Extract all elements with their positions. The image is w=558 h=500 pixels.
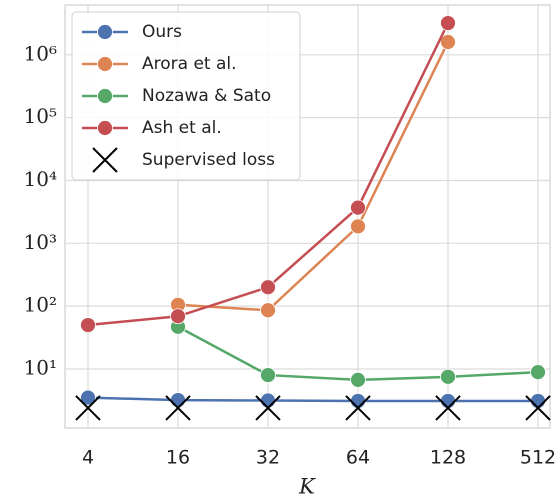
point <box>260 279 276 296</box>
x-marker <box>92 147 118 173</box>
y-tick-label: 10² <box>24 293 57 317</box>
x-marker <box>345 395 371 421</box>
y-tick-label: 10⁶ <box>24 41 57 65</box>
x-marker-stroke <box>255 395 281 421</box>
legend-label: Nozawa & Sato <box>142 86 271 106</box>
x-tick-label: 512 <box>520 447 556 469</box>
point <box>170 308 186 325</box>
point <box>97 120 113 136</box>
point <box>97 88 113 104</box>
x-marker-stroke <box>525 395 551 421</box>
legend-label: Arora et al. <box>142 54 237 74</box>
x-tick-label: 64 <box>346 447 370 469</box>
series-line <box>177 41 450 312</box>
x-marker <box>435 395 461 421</box>
point <box>97 24 113 40</box>
x-marker <box>75 395 101 421</box>
y-tick-label: 10⁴ <box>24 167 57 191</box>
x-tick-label: 4 <box>82 447 94 469</box>
legend: Ours Arora et al. Nozawa & Sato Ash et al. S… <box>71 11 301 181</box>
y-tick-label: 10³ <box>24 230 57 254</box>
x-marker <box>255 395 281 421</box>
point <box>350 372 366 388</box>
x-tick-label: 128 <box>430 447 466 469</box>
point <box>260 302 276 319</box>
point <box>80 389 96 406</box>
point <box>440 15 456 31</box>
y-tick-label: 10¹ <box>24 355 57 379</box>
x-marker <box>525 395 551 421</box>
point <box>530 364 546 381</box>
legend-label: Ash et al. <box>142 118 222 138</box>
x-marker <box>165 395 191 421</box>
legend-label: Supervised loss <box>142 150 275 170</box>
x-marker-stroke <box>165 395 191 421</box>
point <box>440 368 456 385</box>
point <box>97 56 113 72</box>
point <box>350 393 366 409</box>
point <box>260 367 276 383</box>
point <box>440 393 456 409</box>
x-tick-label: 32 <box>256 447 280 469</box>
x-marker-stroke <box>435 395 461 421</box>
point <box>260 392 276 409</box>
point <box>170 392 186 408</box>
legend-label: Ours <box>142 22 182 42</box>
point <box>350 199 366 216</box>
point <box>350 218 366 235</box>
legend-box <box>71 11 301 181</box>
point <box>440 34 456 50</box>
y-tick-label: 10⁵ <box>24 104 57 128</box>
point <box>80 317 96 333</box>
x-marker-stroke <box>75 395 101 421</box>
x-marker-stroke <box>345 395 371 421</box>
x-tick-label: 16 <box>166 447 190 469</box>
marks <box>75 15 551 421</box>
x-marker-stroke <box>92 147 118 173</box>
point <box>530 393 546 409</box>
series-line <box>87 396 538 403</box>
x-axis-label: K <box>298 475 316 499</box>
